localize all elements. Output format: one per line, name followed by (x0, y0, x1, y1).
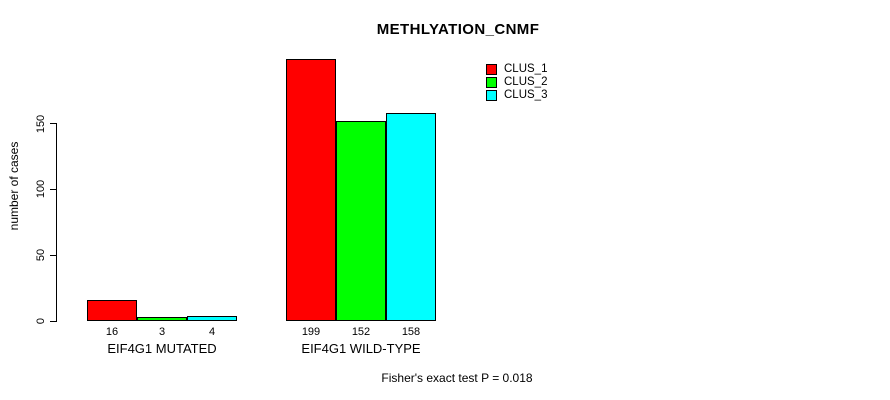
y-tick-label: 50 (35, 249, 47, 262)
y-tick-mark (50, 320, 57, 322)
bar-clus_1-group1 (87, 300, 137, 321)
y-tick-label: 100 (35, 180, 47, 199)
stat-annotation: Fisher's exact test P = 0.018 (381, 371, 533, 385)
bar-clus_2-group1 (137, 317, 187, 321)
y-tick-label: 0 (35, 317, 47, 325)
x-category-label: EIF4G1 WILD-TYPE (301, 341, 421, 356)
bar-clus_2-group2 (336, 121, 386, 321)
bar-value-label: 199 (301, 326, 321, 338)
y-axis-label: number of cases (7, 141, 21, 231)
bar-clus_3-group2 (386, 113, 436, 321)
chart-title: METHLYATION_CNMF (376, 21, 540, 38)
legend-label: CLUS_2 (504, 76, 548, 88)
x-category-label: EIF4G1 MUTATED (107, 341, 217, 356)
legend-label: CLUS_1 (504, 63, 548, 75)
y-tick-label: 150 (35, 114, 47, 133)
bar-value-label: 158 (401, 326, 421, 338)
legend-swatch-icon (486, 64, 497, 75)
y-tick-mark (50, 254, 57, 256)
bar-value-label: 16 (105, 326, 119, 338)
y-axis-line (56, 123, 57, 322)
legend: CLUS_1 CLUS_2 CLUS_3 (486, 63, 547, 102)
bar-value-label: 3 (158, 326, 166, 338)
legend-swatch-icon (486, 77, 497, 88)
bar-clus_3-group1 (187, 316, 237, 321)
y-tick-mark (50, 188, 57, 190)
legend-label: CLUS_3 (504, 89, 548, 101)
bar-value-label: 152 (351, 326, 371, 338)
legend-item-clus_1: CLUS_1 (486, 63, 547, 76)
y-tick-mark (50, 123, 57, 124)
bar-value-label: 4 (208, 326, 216, 338)
legend-swatch-icon (486, 90, 497, 101)
legend-item-clus_3: CLUS_3 (486, 89, 547, 102)
bar-clus_1-group2 (286, 59, 336, 321)
legend-item-clus_2: CLUS_2 (486, 76, 547, 89)
